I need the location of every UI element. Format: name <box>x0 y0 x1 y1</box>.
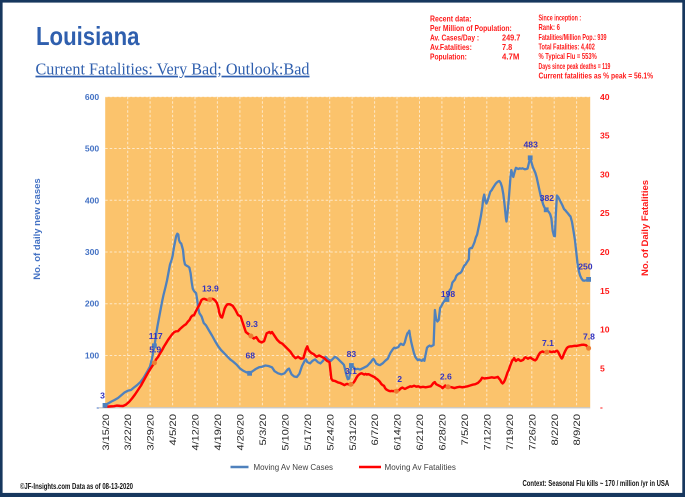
svg-text:10: 10 <box>600 325 610 335</box>
svg-text:5.9: 5.9 <box>149 345 161 355</box>
svg-text:68: 68 <box>246 351 256 361</box>
svg-text:7/19/20: 7/19/20 <box>504 414 515 451</box>
svg-text:3: 3 <box>100 390 105 400</box>
svg-text:7/26/20: 7/26/20 <box>526 414 537 451</box>
svg-text:400: 400 <box>85 195 100 205</box>
svg-text:198: 198 <box>441 289 456 299</box>
svg-text:Recent data:: Recent data: <box>430 13 472 23</box>
svg-text:8/9/20: 8/9/20 <box>571 414 582 446</box>
svg-text:100: 100 <box>85 351 100 361</box>
svg-text:Current fatalities as % peak =: Current fatalities as % peak = 56.1% <box>539 71 654 81</box>
svg-text:7/12/20: 7/12/20 <box>481 414 492 451</box>
svg-text:6/28/20: 6/28/20 <box>437 414 448 451</box>
svg-text:3/29/20: 3/29/20 <box>145 414 156 451</box>
svg-text:2.6: 2.6 <box>440 372 452 382</box>
svg-text:13.9: 13.9 <box>202 283 219 293</box>
svg-text:No. of daily new cases: No. of daily new cases <box>32 178 43 279</box>
svg-text:600: 600 <box>85 92 100 102</box>
svg-text:5/17/20: 5/17/20 <box>302 414 313 451</box>
svg-text:4/19/20: 4/19/20 <box>212 414 223 451</box>
svg-text:5/31/20: 5/31/20 <box>347 414 358 451</box>
svg-text:117: 117 <box>149 331 163 341</box>
svg-text:7.8: 7.8 <box>583 331 595 341</box>
svg-text:250: 250 <box>578 262 593 272</box>
svg-text:4.7M: 4.7M <box>502 52 519 62</box>
svg-text:6/7/20: 6/7/20 <box>369 414 380 446</box>
svg-text:Context: Seasonal Flu kills ~: Context: Seasonal Flu kills ~ 170 / mill… <box>523 479 670 488</box>
svg-text:40: 40 <box>600 92 610 102</box>
svg-text:83: 83 <box>347 349 357 359</box>
svg-text:Moving Av New Cases: Moving Av New Cases <box>254 462 334 472</box>
svg-text:9.3: 9.3 <box>246 319 258 329</box>
svg-text:Moving Av Fatalities: Moving Av Fatalities <box>385 462 456 472</box>
svg-text:2: 2 <box>397 374 402 384</box>
svg-text:Population:: Population: <box>430 52 467 62</box>
svg-text:5/24/20: 5/24/20 <box>324 414 335 451</box>
svg-text:15: 15 <box>600 286 610 296</box>
svg-text:483: 483 <box>524 140 539 150</box>
svg-text:6/14/20: 6/14/20 <box>392 414 403 451</box>
svg-text:Rank: 6: Rank: 6 <box>539 22 561 32</box>
svg-text:Days since peak deaths = 119: Days since peak deaths = 119 <box>539 61 611 71</box>
svg-text:4/12/20: 4/12/20 <box>190 414 201 451</box>
svg-text:7.8: 7.8 <box>502 42 513 52</box>
svg-text:249.7: 249.7 <box>502 33 521 43</box>
svg-text:3/15/20: 3/15/20 <box>100 414 111 451</box>
svg-text:Av. Cases/Day :: Av. Cases/Day : <box>430 33 479 43</box>
svg-text:4/26/20: 4/26/20 <box>235 414 246 451</box>
svg-text:Current Fatalities: Very Bad;: Current Fatalities: Very Bad; Outlook:Ba… <box>36 60 310 79</box>
svg-text:500: 500 <box>85 144 100 154</box>
svg-text:5/3/20: 5/3/20 <box>257 414 268 446</box>
svg-text:Louisiana: Louisiana <box>36 21 140 51</box>
svg-text:20: 20 <box>600 247 610 257</box>
svg-text:7/5/20: 7/5/20 <box>459 414 470 446</box>
svg-text:Since inception :: Since inception : <box>539 12 582 22</box>
svg-text:5: 5 <box>600 363 605 373</box>
svg-text:Av.Fatalities:: Av.Fatalities: <box>430 42 472 52</box>
svg-text:35: 35 <box>600 131 610 141</box>
svg-text:300: 300 <box>85 247 100 257</box>
svg-text:200: 200 <box>85 299 100 309</box>
svg-text:3/22/20: 3/22/20 <box>122 414 133 451</box>
svg-text:3.1: 3.1 <box>345 366 357 376</box>
svg-text:25: 25 <box>600 208 610 218</box>
svg-text:6/21/20: 6/21/20 <box>414 414 425 451</box>
svg-text:Per Million of Population:: Per Million of Population: <box>430 23 512 33</box>
svg-text:Fatalities/Million Pop.: 939: Fatalities/Million Pop.: 939 <box>539 32 607 42</box>
svg-text:% Typical Flu = 553%: % Typical Flu = 553% <box>539 51 598 61</box>
svg-text:-: - <box>96 402 99 412</box>
svg-text:382: 382 <box>540 193 555 203</box>
svg-text:7.1: 7.1 <box>542 338 554 348</box>
svg-text:©JF-Insights.com Data as of 0: ©JF-Insights.com Data as of 08-13-2020 <box>20 482 134 491</box>
svg-text:No. of Daily Fatalities: No. of Daily Fatalities <box>640 180 651 276</box>
svg-text:30: 30 <box>600 169 610 179</box>
svg-text:5/10/20: 5/10/20 <box>279 414 290 451</box>
svg-text:4/5/20: 4/5/20 <box>167 414 178 446</box>
svg-text:Total Fatalities: 4,402: Total Fatalities: 4,402 <box>539 42 596 52</box>
svg-text:-: - <box>600 402 603 412</box>
svg-text:8/2/20: 8/2/20 <box>549 414 560 446</box>
